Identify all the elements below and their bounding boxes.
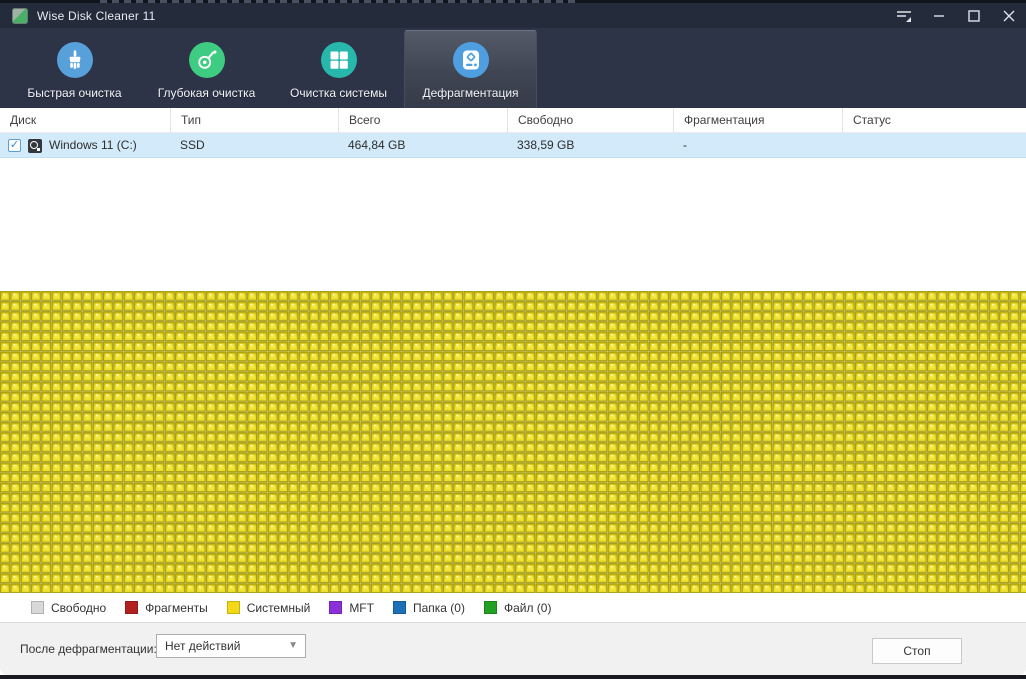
tab-label: Быстрая очистка (27, 86, 122, 100)
menu-icon[interactable] (886, 3, 921, 28)
table-header: Диск Тип Всего Свободно Фрагментация Ста… (0, 108, 1026, 133)
tab-system-clean[interactable]: Очистка системы (272, 30, 405, 108)
column-header-total[interactable]: Всего (338, 108, 507, 133)
minimize-button[interactable] (921, 3, 956, 28)
legend-item-system: Системный (226, 600, 311, 615)
tab-deep-clean[interactable]: Глубокая очистка (140, 30, 273, 108)
tab-defrag[interactable]: Дефрагментация (404, 30, 537, 108)
dropdown-value: Нет действий (165, 639, 241, 653)
defrag-block-map (0, 291, 1026, 593)
legend-item-mft: MFT (329, 601, 374, 615)
legend-item-folder: Папка (0) (392, 600, 465, 615)
column-header-disk[interactable]: Диск (10, 113, 37, 127)
legend-swatch-mft (329, 601, 343, 614)
windows-logo-icon (320, 42, 357, 78)
tab-label: Дефрагментация (422, 86, 519, 100)
column-header-free[interactable]: Свободно (507, 108, 673, 133)
window-controls (886, 3, 1026, 28)
disk-name: Windows 11 (C:) (49, 138, 137, 152)
legend-label: Системный (246, 600, 311, 615)
vacuum-icon (188, 42, 225, 78)
after-defrag-dropdown[interactable]: Нет действий ▼ (156, 634, 306, 658)
table-row[interactable]: ✓ Windows 11 (C:) SSD 464,84 GB 338,59 G… (0, 133, 1026, 158)
background-window-ticks (100, 0, 580, 3)
tab-label: Глубокая очистка (157, 86, 256, 100)
disk-checkbox[interactable]: ✓ (8, 139, 21, 152)
legend-item-fragments: Фрагменты (125, 601, 208, 615)
fragmentation-cell: - (683, 138, 687, 152)
type-cell: SSD (180, 138, 205, 152)
disk-cell: ✓ Windows 11 (C:) (0, 133, 170, 158)
hard-drive-icon (452, 42, 489, 78)
maximize-button[interactable] (956, 3, 991, 28)
legend-swatch-file (483, 601, 497, 614)
desktop-background-strip (0, 675, 1026, 679)
close-button[interactable] (991, 3, 1026, 28)
stop-button[interactable]: Стоп (872, 638, 962, 664)
tab-label: Очистка системы (290, 86, 387, 100)
disk-drive-icon (28, 138, 42, 153)
toolbar: Быстрая очистка Глубокая очистка (0, 28, 1026, 108)
legend-label: MFT (349, 600, 374, 615)
app-logo-icon (12, 7, 28, 24)
legend-label: Папка (0) (412, 600, 465, 615)
column-header-status[interactable]: Статус (842, 108, 1026, 133)
status-cell (842, 133, 1026, 158)
after-defrag-label: После дефрагментации: (20, 642, 157, 656)
legend-swatch-system (226, 601, 240, 614)
tab-quick-clean[interactable]: Быстрая очистка (8, 30, 141, 108)
legend-swatch-free (31, 601, 44, 614)
legend-label: Свободно (51, 600, 107, 615)
chevron-down-icon: ▼ (288, 640, 298, 651)
bottom-bar: После дефрагментации: Нет действий ▼ Сто… (0, 622, 1026, 675)
legend-item-free: Свободно (31, 601, 106, 615)
legend-label: Фрагменты (145, 600, 208, 615)
legend-swatch-folder (392, 601, 406, 614)
column-header-fragmentation[interactable]: Фрагментация (673, 108, 842, 133)
broom-icon (56, 42, 93, 78)
window-title: Wise Disk Cleaner 11 (37, 8, 156, 23)
total-cell: 464,84 GB (348, 138, 406, 152)
column-header-type[interactable]: Тип (170, 108, 338, 133)
legend-bar: Свободно Фрагменты Системный MFT Папка (… (0, 593, 1026, 622)
legend-swatch-fragments (125, 601, 139, 614)
background-window-edge (0, 0, 1026, 3)
legend-label: Файл (0) (503, 600, 552, 615)
legend-item-file: Файл (0) (483, 600, 552, 615)
free-cell: 338,59 GB (517, 138, 575, 152)
titlebar: Wise Disk Cleaner 11 (0, 3, 1026, 28)
